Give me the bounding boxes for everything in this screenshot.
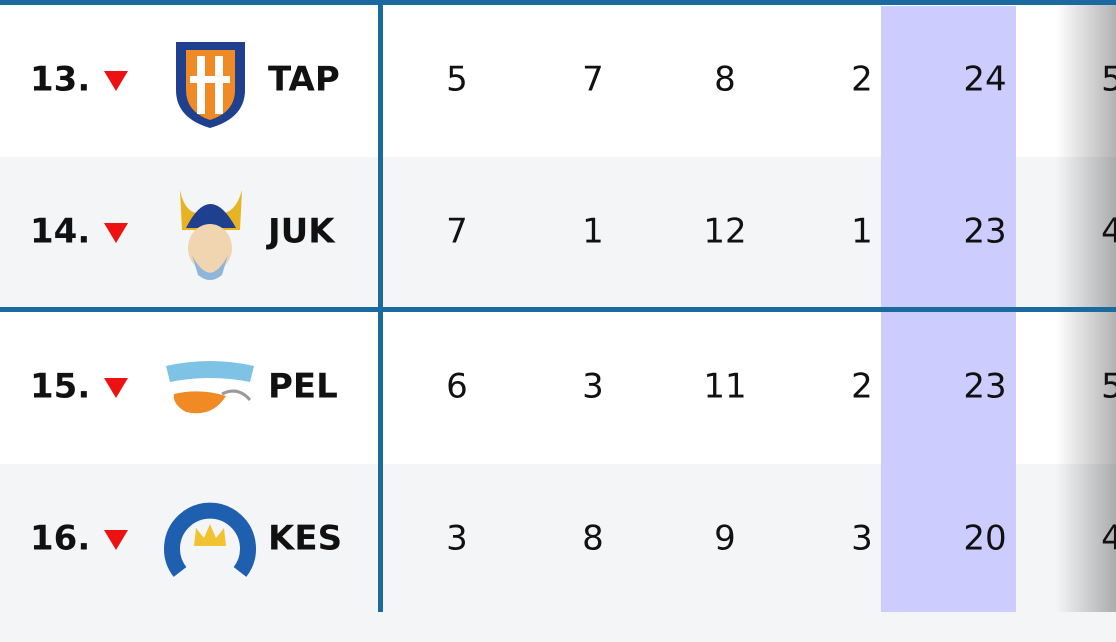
team-abbr: TAP [268, 60, 340, 100]
team-abbr: JUK [266, 212, 336, 252]
stat-cell: 8 [582, 519, 604, 559]
stat-cell: 8 [714, 60, 736, 100]
stat-cell: 1 [851, 212, 873, 252]
divider [0, 307, 1116, 312]
stat-cell: 2 [851, 367, 873, 407]
divider [378, 0, 383, 612]
stat-cell: 5 [446, 60, 468, 100]
stat-cell: 3 [582, 367, 604, 407]
stat-cell: 12 [703, 212, 746, 252]
stat-cell: 20 [963, 519, 1006, 559]
pel-logo [166, 361, 254, 414]
stat-cell: 4 [1101, 519, 1116, 559]
trend-down [104, 378, 128, 398]
stat-cell: 6 [446, 367, 468, 407]
divider [0, 0, 1116, 5]
stat-cell: 5 [1101, 60, 1116, 100]
scroll-shadow [1056, 0, 1116, 612]
juk-logo [180, 190, 242, 280]
tap-logo [176, 42, 245, 128]
stat-cell: 1 [582, 212, 604, 252]
stat-cell: 3 [851, 519, 873, 559]
stat-cell: 2 [851, 60, 873, 100]
trend-down [104, 530, 128, 550]
trend-down [104, 223, 128, 243]
stat-cell: 24 [963, 60, 1006, 100]
stat-cell: 7 [582, 60, 604, 100]
stat-cell: 3 [446, 519, 468, 559]
stat-cell: 5 [1101, 367, 1116, 407]
stat-cell: 11 [703, 367, 746, 407]
stat-cell: 9 [714, 519, 736, 559]
kes-logo [164, 502, 256, 577]
rank: 15. [30, 367, 90, 407]
stat-cell: 7 [446, 212, 468, 252]
rank: 13. [30, 60, 90, 100]
stat-cell: 23 [963, 367, 1006, 407]
team-abbr: PEL [268, 367, 338, 407]
stat-cell: 23 [963, 212, 1006, 252]
trend-down [104, 71, 128, 91]
rank: 14. [30, 212, 90, 252]
rank: 16. [30, 519, 90, 559]
team-abbr: KES [268, 519, 342, 559]
stat-cell: 4 [1101, 212, 1116, 252]
